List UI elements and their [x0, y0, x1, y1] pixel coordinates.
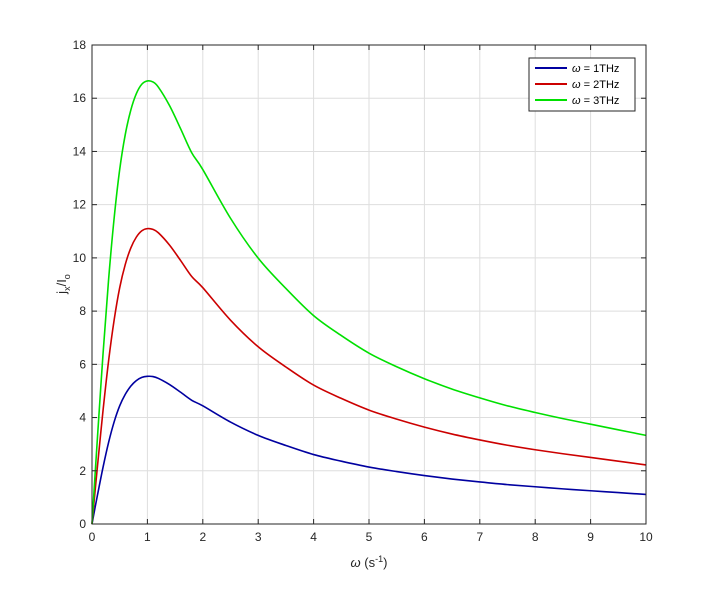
series-lines [91, 79, 647, 525]
y-tick-label: 0 [79, 517, 86, 531]
x-tick-label: 9 [587, 530, 594, 544]
x-tick-label: 10 [639, 530, 653, 544]
series-line-3 [91, 79, 647, 525]
y-tick-label: 2 [79, 464, 86, 478]
y-tick-label: 12 [73, 198, 87, 212]
x-tick-label: 6 [421, 530, 428, 544]
legend-label-2: ω = 2THz [572, 79, 619, 91]
y-tick-label: 18 [73, 38, 87, 52]
y-tick-label: 4 [79, 411, 86, 425]
y-tick-label: 10 [73, 251, 87, 265]
x-tick-label: 5 [366, 530, 373, 544]
y-tick-label: 8 [79, 304, 86, 318]
x-axis-label: ω (s-1) [351, 554, 388, 570]
x-tick-label: 7 [476, 530, 483, 544]
y-tick-label: 16 [73, 91, 87, 105]
x-tick-label: 3 [255, 530, 262, 544]
legend-label-3: ω = 3THz [572, 95, 619, 107]
x-tick-label: 2 [199, 530, 206, 544]
y-tick-label: 14 [73, 144, 87, 158]
series-line-1 [91, 375, 647, 525]
x-tick-label: 1 [144, 530, 151, 544]
y-tick-label: 6 [79, 357, 86, 371]
y-axis-label: jx/Io [54, 274, 72, 295]
legend-label-1: ω = 1THz [572, 63, 619, 75]
x-tick-label: 4 [310, 530, 317, 544]
series-line-2 [91, 227, 647, 525]
x-tick-label: 8 [532, 530, 539, 544]
x-tick-label: 0 [89, 530, 96, 544]
legend: ω = 1THz ω = 2THz ω = 3THz [528, 57, 636, 112]
